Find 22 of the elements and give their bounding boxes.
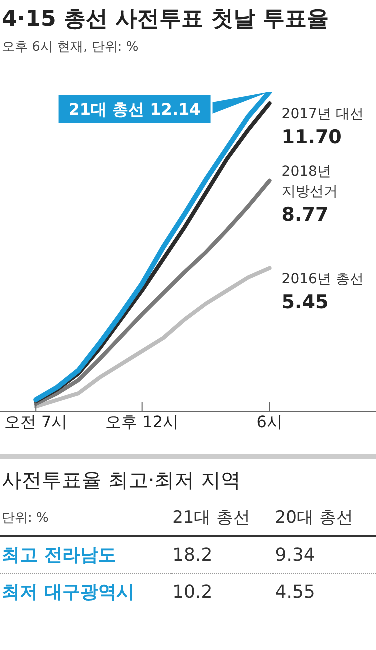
x-tick-label: 오후 12시: [106, 412, 180, 432]
text: 20대 총선: [274, 507, 354, 530]
x-tick-label: 6시: [256, 412, 283, 432]
text: 21대 총선: [172, 507, 252, 530]
data-label: 18.2: [172, 544, 214, 568]
chart-title: 4·15 총선 사전투표 첫날 투표율: [1, 6, 330, 34]
data-label: 10.2: [172, 580, 214, 604]
series-label: 2016년 총선: [282, 271, 364, 288]
category-label: 최저 대구광역시: [1, 581, 136, 605]
data-label: 5.45: [282, 291, 329, 314]
text: 단위: %: [1, 510, 50, 528]
data-label: 11.70: [282, 126, 342, 149]
series-label: 2018년 지방선거: [282, 164, 338, 200]
category-label: 최고 전라남도: [1, 544, 118, 568]
chart-subtitle: 오후 6시 현재, 단위: %: [1, 39, 140, 56]
text: 21대 총선 12.14: [68, 100, 201, 119]
data-label: 8.77: [282, 204, 329, 226]
x-tick-label: 오전 7시: [4, 412, 68, 432]
text: 사전투표율 최고·최저 지역: [1, 467, 242, 494]
data-label: 9.34: [274, 544, 316, 568]
data-label: 4.55: [274, 580, 316, 604]
series-label: 2017년 대선: [282, 106, 364, 123]
